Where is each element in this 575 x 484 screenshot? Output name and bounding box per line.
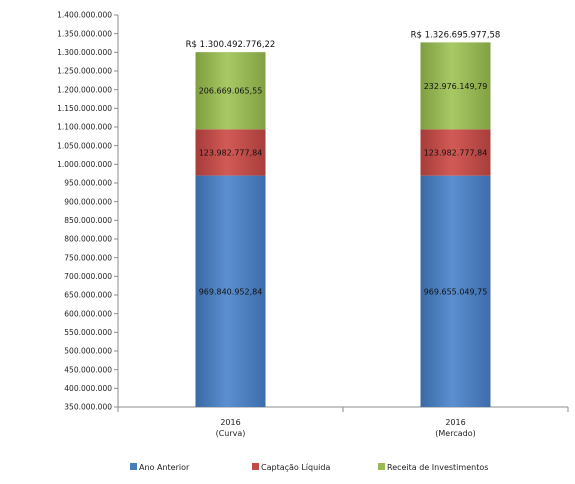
total-label-1: R$ 1.326.695.977,58	[411, 30, 501, 40]
y-tick-label: 1.100.000.000	[57, 123, 112, 132]
y-tick-label: 1.300.000.000	[57, 48, 112, 57]
y-tick-label: 450.000.000	[64, 365, 112, 374]
y-tick-label: 900.000.000	[64, 197, 112, 206]
y-tick-label: 500.000.000	[64, 347, 112, 356]
y-tick-label: 1.350.000.000	[57, 29, 112, 38]
y-tick-label: 1.150.000.000	[57, 104, 112, 113]
y-tick-label: 1.250.000.000	[57, 67, 112, 76]
category-label-1-1: (Mercado)	[435, 429, 475, 438]
y-tick-label: 850.000.000	[64, 216, 112, 225]
data-label-0-1: 123.982.777,84	[199, 148, 263, 157]
category-label-0-0: 2016	[220, 418, 240, 427]
total-labels: R$ 1.300.492.776,22 R$ 1.326.695.977,58	[186, 30, 501, 50]
data-label-0-0: 969.840.952,84	[199, 287, 263, 296]
data-label-0-2: 206.669.065,55	[199, 87, 263, 96]
legend-swatch-1	[252, 463, 259, 470]
y-tick-label: 1.200.000.000	[57, 85, 112, 94]
y-tick-label: 1.000.000.000	[57, 160, 112, 169]
legend-label-0: Ano Anterior	[139, 463, 190, 472]
y-tick-label: 950.000.000	[64, 179, 112, 188]
y-axis-ticks: 350.000.000 400.000.000 450.000.000 500.000…	[57, 11, 118, 412]
legend-swatch-0	[130, 463, 137, 470]
y-tick-label: 700.000.000	[64, 272, 112, 281]
y-tick-label: 550.000.000	[64, 328, 112, 337]
y-tick-label: 800.000.000	[64, 235, 112, 244]
bar-segment-0-1	[195, 129, 266, 176]
data-label-1-1: 123.982.777,84	[424, 149, 488, 158]
bar-segment-0-2	[195, 52, 266, 130]
category-label-1-0: 2016	[445, 418, 465, 427]
legend: Ano Anterior Captação Líquida Receita de I…	[130, 463, 488, 472]
legend-label-1: Captação Líquida	[261, 463, 330, 472]
bar-segment-1-0	[420, 175, 491, 407]
y-tick-label: 1.400.000.000	[57, 11, 112, 20]
bar-segment-1-2	[420, 42, 491, 130]
y-tick-label: 1.050.000.000	[57, 141, 112, 150]
data-label-1-2: 232.976.149,79	[424, 82, 488, 91]
segment-labels: 969.840.952,84 123.982.777,84 206.669.065,…	[199, 82, 488, 296]
bars	[195, 42, 491, 407]
x-axis-category-labels: 2016 (Curva) 2016 (Mercado)	[216, 418, 476, 438]
legend-swatch-2	[378, 463, 385, 470]
y-tick-label: 750.000.000	[64, 253, 112, 262]
axes	[117, 15, 569, 412]
category-label-0-1: (Curva)	[216, 429, 246, 438]
legend-label-2: Receita de Investimentos	[387, 463, 488, 472]
y-tick-label: 600.000.000	[64, 309, 112, 318]
bar-segment-1-1	[420, 129, 491, 176]
data-label-1-0: 969.655.049,75	[424, 287, 488, 296]
y-tick-label: 350.000.000	[64, 403, 112, 412]
y-tick-label: 650.000.000	[64, 291, 112, 300]
bar-segment-0-0	[195, 175, 266, 407]
y-tick-label: 400.000.000	[64, 384, 112, 393]
total-label-0: R$ 1.300.492.776,22	[186, 40, 276, 50]
